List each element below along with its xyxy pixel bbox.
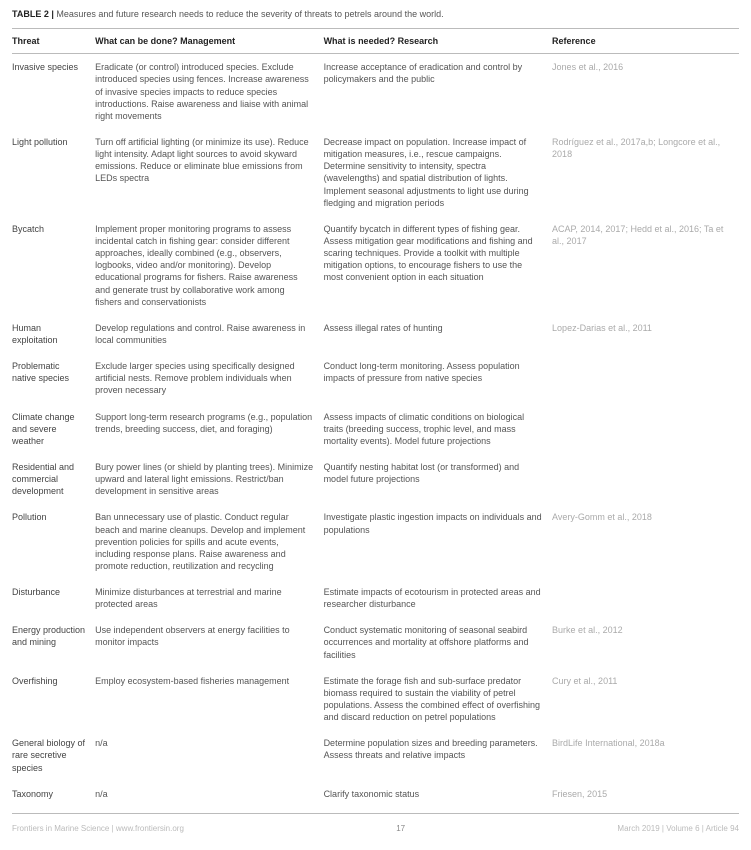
cell-management: Ban unnecessary use of plastic. Conduct … xyxy=(95,504,323,579)
table-row: DisturbanceMinimize disturbances at terr… xyxy=(12,579,739,617)
header-threat: Threat xyxy=(12,29,95,54)
cell-management: Use independent observers at energy faci… xyxy=(95,617,323,667)
table-row: Residential and commercial developmentBu… xyxy=(12,454,739,504)
footer-center: 17 xyxy=(396,824,405,835)
table-row: Human exploitationDevelop regulations an… xyxy=(12,315,739,353)
threats-table: Threat What can be done? Management What… xyxy=(12,28,739,807)
cell-research: Clarify taxonomic status xyxy=(324,781,552,807)
cell-reference xyxy=(552,404,739,454)
cell-reference: Lopez-Darias et al., 2011 xyxy=(552,315,739,353)
cell-threat: Light pollution xyxy=(12,129,95,216)
table-row: Light pollutionTurn off artificial light… xyxy=(12,129,739,216)
cell-threat: Energy production and mining xyxy=(12,617,95,667)
cell-management: n/a xyxy=(95,781,323,807)
cell-management: Implement proper monitoring programs to … xyxy=(95,216,323,315)
cell-threat: Overfishing xyxy=(12,668,95,731)
cell-threat: Human exploitation xyxy=(12,315,95,353)
cell-research: Conduct long-term monitoring. Assess pop… xyxy=(324,353,552,403)
table-bottom-rule xyxy=(12,813,739,814)
cell-management: n/a xyxy=(95,730,323,780)
cell-research: Decrease impact on population. Increase … xyxy=(324,129,552,216)
cell-management: Turn off artificial lighting (or minimiz… xyxy=(95,129,323,216)
cell-management: Exclude larger species using specificall… xyxy=(95,353,323,403)
cell-management: Support long-term research programs (e.g… xyxy=(95,404,323,454)
cell-threat: Climate change and severe weather xyxy=(12,404,95,454)
header-management: What can be done? Management xyxy=(95,29,323,54)
cell-research: Increase acceptance of eradication and c… xyxy=(324,54,552,129)
cell-threat: Disturbance xyxy=(12,579,95,617)
cell-reference xyxy=(552,579,739,617)
header-research: What is needed? Research xyxy=(324,29,552,54)
table-row: Climate change and severe weatherSupport… xyxy=(12,404,739,454)
table-row: Invasive speciesEradicate (or control) i… xyxy=(12,54,739,129)
cell-reference: Burke et al., 2012 xyxy=(552,617,739,667)
cell-management: Eradicate (or control) introduced specie… xyxy=(95,54,323,129)
cell-reference: BirdLife International, 2018a xyxy=(552,730,739,780)
table-row: OverfishingEmploy ecosystem-based fisher… xyxy=(12,668,739,731)
cell-research: Assess illegal rates of hunting xyxy=(324,315,552,353)
table-row: Taxonomyn/aClarify taxonomic statusFries… xyxy=(12,781,739,807)
cell-management: Minimize disturbances at terrestrial and… xyxy=(95,579,323,617)
cell-reference: Avery-Gomm et al., 2018 xyxy=(552,504,739,579)
table-header-row: Threat What can be done? Management What… xyxy=(12,29,739,54)
footer-left: Frontiers in Marine Science | www.fronti… xyxy=(12,824,184,835)
table-caption: TABLE 2 | Measures and future research n… xyxy=(12,8,739,22)
cell-reference: ACAP, 2014, 2017; Hedd et al., 2016; Ta … xyxy=(552,216,739,315)
cell-reference: Rodríguez et al., 2017a,b; Longcore et a… xyxy=(552,129,739,216)
table-row: Problematic native speciesExclude larger… xyxy=(12,353,739,403)
cell-threat: Invasive species xyxy=(12,54,95,129)
cell-reference: Friesen, 2015 xyxy=(552,781,739,807)
cell-management: Bury power lines (or shield by planting … xyxy=(95,454,323,504)
cell-research: Quantify bycatch in different types of f… xyxy=(324,216,552,315)
header-reference: Reference xyxy=(552,29,739,54)
page-footer: Frontiers in Marine Science | www.fronti… xyxy=(12,824,739,835)
cell-threat: Residential and commercial development xyxy=(12,454,95,504)
cell-research: Conduct systematic monitoring of seasona… xyxy=(324,617,552,667)
caption-text: Measures and future research needs to re… xyxy=(56,9,443,19)
footer-right: March 2019 | Volume 6 | Article 94 xyxy=(617,824,739,835)
cell-threat: Bycatch xyxy=(12,216,95,315)
cell-management: Develop regulations and control. Raise a… xyxy=(95,315,323,353)
cell-research: Assess impacts of climatic conditions on… xyxy=(324,404,552,454)
table-row: General biology of rare secretive specie… xyxy=(12,730,739,780)
cell-threat: General biology of rare secretive specie… xyxy=(12,730,95,780)
table-row: Energy production and miningUse independ… xyxy=(12,617,739,667)
cell-reference xyxy=(552,454,739,504)
cell-research: Determine population sizes and breeding … xyxy=(324,730,552,780)
table-row: PollutionBan unnecessary use of plastic.… xyxy=(12,504,739,579)
cell-threat: Pollution xyxy=(12,504,95,579)
cell-research: Estimate impacts of ecotourism in protec… xyxy=(324,579,552,617)
cell-reference: Jones et al., 2016 xyxy=(552,54,739,129)
cell-reference xyxy=(552,353,739,403)
cell-research: Quantify nesting habitat lost (or transf… xyxy=(324,454,552,504)
cell-research: Investigate plastic ingestion impacts on… xyxy=(324,504,552,579)
table-row: BycatchImplement proper monitoring progr… xyxy=(12,216,739,315)
cell-research: Estimate the forage fish and sub-surface… xyxy=(324,668,552,731)
cell-threat: Taxonomy xyxy=(12,781,95,807)
caption-label: TABLE 2 | xyxy=(12,9,54,19)
cell-reference: Cury et al., 2011 xyxy=(552,668,739,731)
cell-management: Employ ecosystem-based fisheries managem… xyxy=(95,668,323,731)
cell-threat: Problematic native species xyxy=(12,353,95,403)
